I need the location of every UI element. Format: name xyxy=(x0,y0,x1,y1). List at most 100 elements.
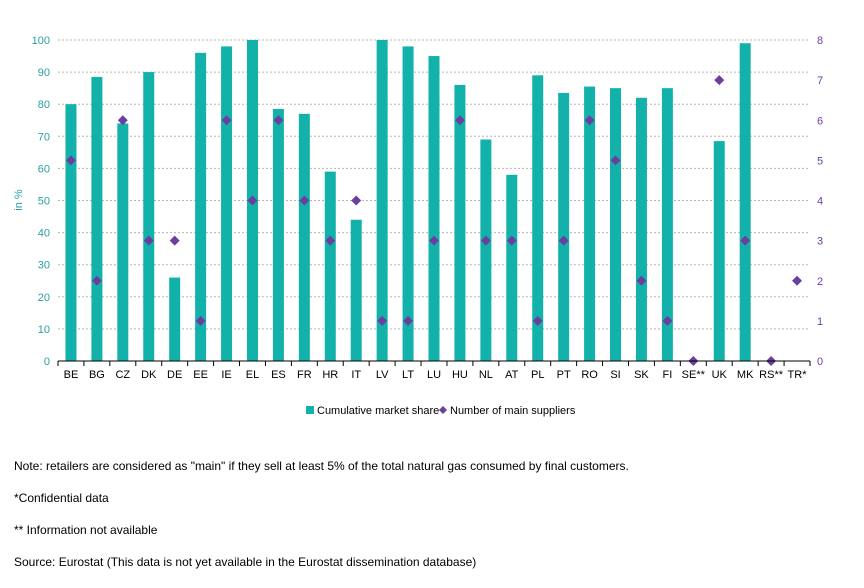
category-label: AT xyxy=(505,369,519,381)
supplier-point xyxy=(325,235,336,246)
category-label: FI xyxy=(662,369,672,381)
point-series xyxy=(65,75,803,366)
chart: 0 10 20 30 40 50 60 70 80 90 100 0 1 2 3 4 5 6 7 8 BE BG CZ D… xyxy=(13,35,823,417)
category-label: LU xyxy=(427,369,441,381)
supplier-point xyxy=(636,275,647,286)
bar xyxy=(143,72,155,361)
supplier-point xyxy=(662,315,673,326)
supplier-point xyxy=(792,275,803,286)
y-axis-label: in % xyxy=(13,189,25,211)
category-label: BG xyxy=(89,369,105,381)
bar-series xyxy=(65,40,751,362)
note-source: Source: Eurostat (This data is not yet a… xyxy=(14,555,477,569)
category-label: HR xyxy=(322,369,338,381)
note-main-retailers: Note: retailers are considered as "main"… xyxy=(14,459,629,473)
category-label: NL xyxy=(479,369,493,381)
bar xyxy=(506,174,518,361)
category-label: DE xyxy=(167,369,182,381)
right-tick-label: 2 xyxy=(817,276,823,288)
bar xyxy=(558,92,570,361)
supplier-point xyxy=(65,155,76,166)
supplier-point xyxy=(299,195,310,206)
supplier-point xyxy=(377,315,388,326)
right-axis-ticks: 0 1 2 3 4 5 6 7 8 xyxy=(817,35,823,368)
bar xyxy=(324,171,336,361)
category-label: IT xyxy=(351,369,361,381)
supplier-point xyxy=(273,115,284,126)
legend-swatch-suppliers xyxy=(439,406,447,414)
category-label: LT xyxy=(402,369,414,381)
bar xyxy=(169,277,181,361)
supplier-point xyxy=(351,195,362,206)
left-tick-label: 60 xyxy=(38,163,50,175)
supplier-point xyxy=(169,235,180,246)
right-tick-label: 4 xyxy=(817,196,823,208)
right-tick-label: 8 xyxy=(817,35,823,47)
supplier-point xyxy=(532,315,543,326)
bar xyxy=(65,104,77,361)
bar xyxy=(298,113,310,361)
category-labels: BE BG CZ DK DE EE IE EL ES FR HR IT LV LT LU HU NL AT PL PT… xyxy=(64,369,808,381)
left-tick-label: 20 xyxy=(38,292,50,304)
category-label: SE** xyxy=(682,369,706,381)
left-axis-ticks: 0 10 20 30 40 50 60 70 80 90 100 xyxy=(32,35,50,368)
left-tick-label: 100 xyxy=(32,35,50,47)
category-label: BE xyxy=(64,369,79,381)
legend-label-suppliers: Number of main suppliers xyxy=(450,405,576,417)
category-label: HU xyxy=(452,369,468,381)
supplier-point xyxy=(117,115,128,126)
right-tick-label: 1 xyxy=(817,316,823,328)
bar xyxy=(584,86,596,362)
supplier-point xyxy=(714,75,725,86)
note-confidential: *Confidential data xyxy=(14,491,109,505)
bar xyxy=(402,46,414,362)
category-label: ES xyxy=(271,369,286,381)
bar xyxy=(480,139,492,361)
left-tick-label: 10 xyxy=(38,324,50,336)
supplier-point xyxy=(480,235,491,246)
left-tick-label: 30 xyxy=(38,260,50,272)
bar xyxy=(610,88,622,362)
category-label: PT xyxy=(557,369,571,381)
bar xyxy=(661,88,673,362)
left-tick-label: 70 xyxy=(38,131,50,143)
legend: Cumulative market share Number of main s… xyxy=(306,405,576,417)
supplier-point xyxy=(454,115,465,126)
category-label: SK xyxy=(634,369,649,381)
supplier-point xyxy=(221,115,232,126)
category-label: RO xyxy=(581,369,598,381)
supplier-point xyxy=(506,235,517,246)
notes: Note: retailers are considered as "main"… xyxy=(14,458,629,586)
bar xyxy=(739,43,751,362)
left-tick-label: 0 xyxy=(44,356,50,368)
left-tick-label: 50 xyxy=(38,196,50,208)
category-label: EE xyxy=(193,369,208,381)
category-label: TR* xyxy=(788,369,808,381)
bar xyxy=(91,76,103,361)
note-not-available: ** Information not available xyxy=(14,523,158,537)
left-tick-label: 40 xyxy=(38,228,50,240)
category-label: DK xyxy=(141,369,157,381)
bar xyxy=(117,123,129,362)
supplier-point xyxy=(584,115,595,126)
supplier-point xyxy=(558,235,569,246)
left-tick-label: 80 xyxy=(38,99,50,111)
supplier-point xyxy=(610,155,621,166)
category-label: LV xyxy=(376,369,389,381)
supplier-point xyxy=(143,235,154,246)
bar xyxy=(376,40,388,361)
bar xyxy=(195,52,207,362)
bar xyxy=(350,219,362,361)
bar xyxy=(428,56,440,362)
bar xyxy=(635,97,647,361)
bar xyxy=(532,75,544,361)
right-tick-label: 5 xyxy=(817,155,823,167)
right-tick-label: 3 xyxy=(817,236,823,248)
category-label: PL xyxy=(531,369,544,381)
right-tick-label: 7 xyxy=(817,75,823,87)
bar xyxy=(221,46,233,362)
category-label: SI xyxy=(610,369,620,381)
category-label: IE xyxy=(221,369,231,381)
bar xyxy=(454,84,466,361)
supplier-point xyxy=(91,275,102,286)
